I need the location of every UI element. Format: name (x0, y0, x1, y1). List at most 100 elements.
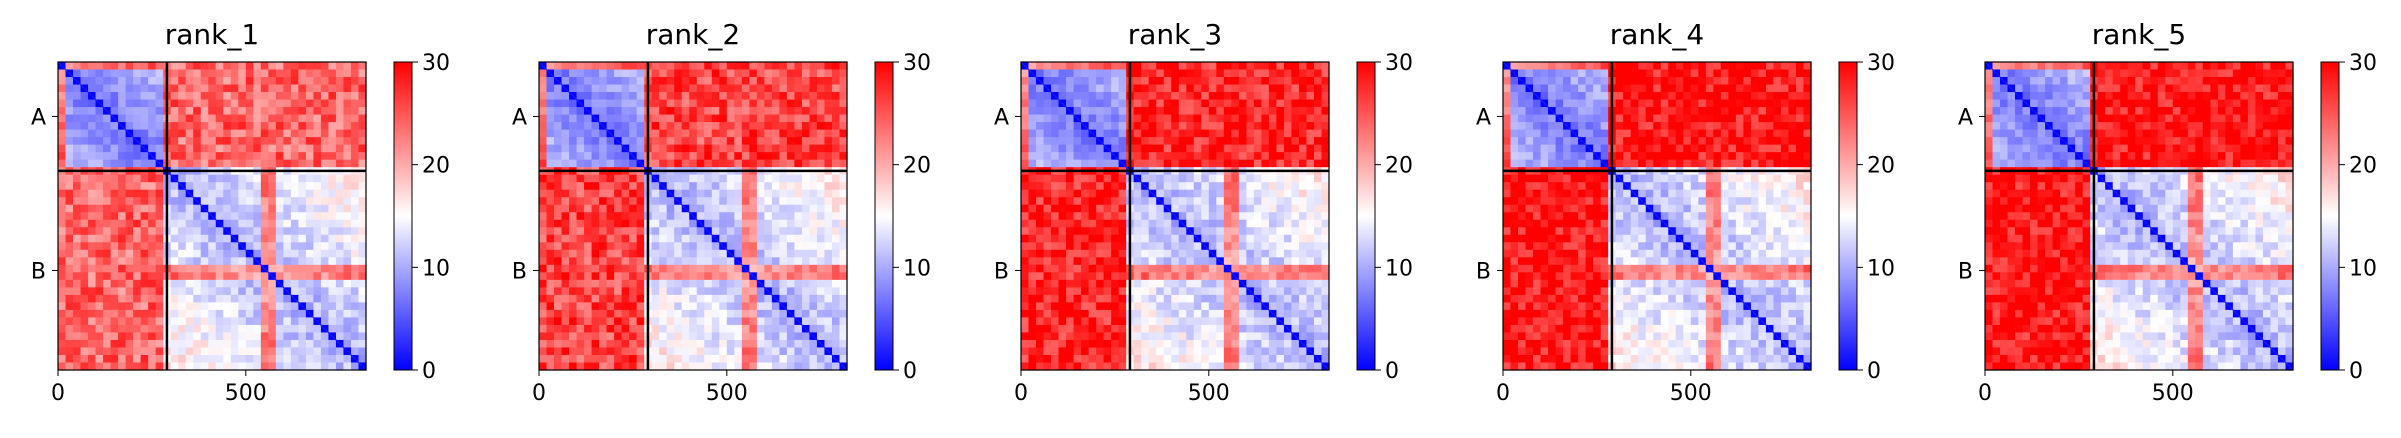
heatmap-cell (629, 279, 638, 288)
heatmap-cell (88, 324, 97, 334)
heatmap-cell (1103, 264, 1112, 273)
heatmap-cell (140, 317, 149, 326)
heatmap-cell (614, 152, 623, 161)
heatmap-cell (651, 339, 660, 349)
heatmap-cell (275, 309, 284, 319)
heatmap-cell (801, 257, 811, 266)
heatmap-cell (230, 332, 239, 341)
heatmap-cell (223, 174, 232, 183)
heatmap-cell (1186, 62, 1195, 71)
heatmap-cell (1103, 84, 1112, 93)
heatmap-cell (584, 242, 593, 251)
heatmap-cell (1291, 92, 1300, 101)
heatmap-cell (1193, 264, 1202, 273)
heatmap-cell (1118, 347, 1127, 356)
heatmap-cell (629, 69, 638, 78)
heatmap-cell (170, 129, 179, 138)
heatmap-cell (1178, 242, 1187, 251)
heatmap-cell (215, 69, 224, 78)
heatmap-cell (58, 144, 67, 153)
heatmap-cell (704, 182, 713, 191)
heatmap-cell (1231, 317, 1240, 326)
heatmap-cell (245, 227, 254, 236)
heatmap-cell (1171, 287, 1180, 296)
heatmap-cell (1096, 309, 1105, 319)
heatmap-cell (696, 302, 705, 311)
heatmap-cell (1156, 242, 1165, 251)
heatmap-cell (1238, 204, 1247, 213)
heatmap-cell (734, 332, 743, 341)
heatmap-cell (103, 129, 112, 138)
heatmap-cell (1253, 182, 1262, 191)
heatmap-cell (313, 182, 322, 191)
heatmap-cell (711, 62, 720, 71)
heatmap-cell (816, 234, 826, 243)
heatmap-cell (268, 62, 277, 71)
heatmap-cell (1141, 129, 1150, 138)
heatmap-cell (831, 309, 841, 319)
heatmap-cell (704, 189, 713, 198)
heatmap-cell (1028, 332, 1037, 341)
heatmap-cell (110, 174, 119, 183)
heatmap-cell (215, 77, 224, 86)
heatmap-cell (1148, 347, 1157, 356)
heatmap-cell (719, 317, 728, 326)
heatmap-cell (328, 317, 337, 326)
heatmap-cell (1253, 324, 1262, 334)
heatmap-cell (58, 287, 67, 296)
heatmap-cell (343, 257, 352, 266)
heatmap-cell (80, 152, 89, 161)
heatmap-cell (140, 212, 149, 221)
heatmap-cell (809, 212, 818, 221)
heatmap-cell (614, 347, 623, 356)
heatmap-cell (185, 174, 194, 183)
heatmap-cell (794, 227, 803, 236)
heatmap-cell (118, 264, 127, 273)
heatmap-cell (1238, 174, 1247, 183)
heatmap-cell (674, 234, 683, 243)
heatmap-cell (741, 152, 750, 161)
heatmap-cell (118, 114, 127, 123)
heatmap-cell (343, 92, 352, 101)
heatmap-cell (328, 107, 337, 116)
heatmap-cell (1081, 227, 1090, 236)
heatmap-cell (1276, 264, 1285, 273)
colorbar (874, 61, 894, 371)
heatmap-cell (290, 362, 299, 371)
heatmap-cell (569, 62, 578, 71)
heatmap-cell (155, 84, 164, 93)
heatmap-cell (786, 332, 796, 341)
heatmap-cell (305, 189, 315, 198)
heatmap-cell (268, 92, 277, 101)
heatmap-cell (719, 114, 728, 123)
heatmap-cell (1028, 234, 1037, 243)
heatmap-cell (1208, 219, 1217, 228)
heatmap-cell (741, 92, 750, 101)
heatmap-cell (1208, 212, 1217, 221)
heatmap-cell (824, 242, 833, 251)
heatmap-cell (350, 317, 360, 326)
heatmap-cell (200, 122, 209, 131)
heatmap-cell (569, 257, 578, 266)
heatmap-cell (704, 272, 713, 281)
heatmap-cell (1073, 204, 1082, 213)
heatmap-cell (1313, 107, 1323, 116)
heatmap-cell (1283, 137, 1293, 146)
heatmap-cell (824, 144, 833, 153)
heatmap-cell (591, 354, 600, 364)
heatmap-cell (1178, 234, 1187, 243)
heatmap-cell (230, 182, 239, 191)
heatmap-cell (185, 122, 194, 131)
heatmap-cell (1096, 219, 1105, 228)
heatmap-cell (1253, 272, 1262, 281)
heatmap-cell (1178, 339, 1187, 349)
heatmap-cell (200, 317, 209, 326)
heatmap-cell (103, 159, 112, 168)
heatmap-cell (245, 212, 254, 221)
heatmap-cell (1028, 242, 1037, 251)
heatmap-cell (95, 137, 104, 146)
heatmap-cell (148, 227, 157, 236)
heatmap-cell (65, 107, 74, 116)
heatmap-cell (1276, 69, 1285, 78)
heatmap-cell (88, 317, 97, 326)
